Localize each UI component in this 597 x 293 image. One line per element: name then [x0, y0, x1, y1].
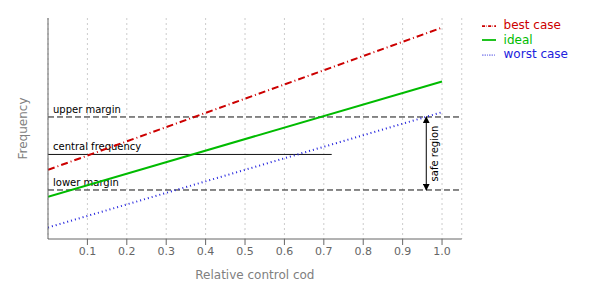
svg-text:central frequency: central frequency: [53, 141, 141, 152]
svg-text:lower margin: lower margin: [53, 177, 119, 188]
html-text:ideal: ideal: [499, 32, 533, 47]
svg-text:Frequency: Frequency: [16, 98, 30, 160]
svg-text:0.7: 0.7: [315, 245, 333, 258]
svg-text:0.8: 0.8: [354, 245, 372, 258]
svg-text:safe region: safe region: [429, 126, 440, 182]
svg-text:upper margin: upper margin: [53, 104, 121, 115]
svg-text:0.5: 0.5: [236, 245, 254, 258]
svg-text:0.9: 0.9: [394, 245, 412, 258]
svg-text:0.1: 0.1: [79, 245, 97, 258]
svg-text:0.4: 0.4: [197, 245, 215, 258]
svg-text:Relative control cod: Relative control cod: [195, 268, 314, 282]
svg-text:0.6: 0.6: [276, 245, 294, 258]
html-text:worst case: worst case: [499, 47, 568, 61]
svg-text:1.0: 1.0: [433, 245, 451, 258]
svg-text:0.3: 0.3: [157, 245, 175, 258]
html-text:best case: best case: [499, 18, 561, 32]
svg-text:0.2: 0.2: [118, 245, 136, 258]
